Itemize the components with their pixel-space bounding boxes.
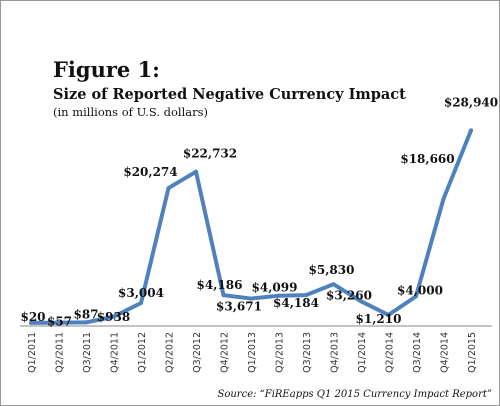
data-label: $3,004 (118, 286, 164, 300)
plot-area: $20 $57$87$938 $3,004 $20,274 $22,732 $4,186 $… (20, 95, 498, 373)
data-point (386, 312, 391, 317)
units-note: (in millions of U.S. dollars) (53, 105, 208, 119)
x-tick-label: Q1/2015 (467, 332, 478, 373)
data-point (414, 294, 418, 299)
data-label: $4,184 (273, 296, 319, 310)
data-label: $22,732 (183, 147, 237, 161)
x-tick-label: Q3/2011 (82, 332, 93, 373)
data-label: $18,660 (400, 152, 454, 166)
x-tick-label: Q3/2013 (302, 332, 313, 373)
data-label: $4,000 (397, 283, 443, 297)
data-label: $5,830 (309, 263, 355, 277)
data-label: $87 (73, 307, 98, 321)
x-tick-label: Q2/2011 (55, 332, 66, 373)
x-tick-label: Q2/2012 (165, 332, 176, 373)
data-point (194, 169, 198, 174)
data-label: $3,260 (326, 288, 372, 302)
data-label: $4,186 (197, 278, 243, 292)
x-tick-label: Q1/2013 (247, 332, 258, 373)
x-tick-label: Q3/2012 (192, 332, 203, 373)
x-tick-label: Q4/2014 (440, 332, 451, 373)
x-tick-label: Q1/2012 (137, 332, 148, 373)
data-point (221, 293, 226, 298)
data-point (469, 128, 473, 133)
data-label: $938 (97, 310, 130, 324)
data-point (249, 296, 253, 301)
x-tick-label: Q2/2013 (275, 332, 286, 373)
data-point (111, 314, 116, 319)
data-label: $4,099 (252, 281, 298, 295)
x-tick-label: Q4/2013 (330, 332, 341, 373)
data-point (331, 282, 336, 287)
x-tick-label: Q1/2011 (27, 332, 38, 373)
source-note: Source: “FiREapps Q1 2015 Currency Impac… (218, 389, 493, 400)
x-tick-label: Q4/2011 (110, 332, 121, 373)
data-point (139, 301, 143, 306)
data-label: $28,940 (444, 95, 498, 109)
data-point (166, 186, 171, 191)
data-point (441, 196, 446, 201)
data-point (56, 320, 61, 325)
data-label: $3,671 (216, 300, 262, 314)
data-label: $1,210 (356, 312, 402, 326)
x-tick-label: Q1/2014 (357, 332, 368, 373)
data-point (29, 320, 33, 325)
data-point (359, 299, 363, 304)
data-point (276, 293, 281, 298)
chart-subtitle: Size of Reported Negative Currency Impac… (53, 86, 406, 103)
data-label: $57 (47, 315, 72, 329)
data-label: $20,274 (123, 165, 177, 179)
x-tick-label: Q2/2014 (385, 332, 396, 373)
data-label: $20 (20, 310, 45, 324)
figure-title: Figure 1: (53, 57, 160, 82)
data-point (304, 293, 308, 298)
x-tick-label: Q3/2014 (412, 332, 423, 373)
x-tick-label: Q4/2012 (220, 332, 231, 373)
data-point (84, 320, 88, 325)
